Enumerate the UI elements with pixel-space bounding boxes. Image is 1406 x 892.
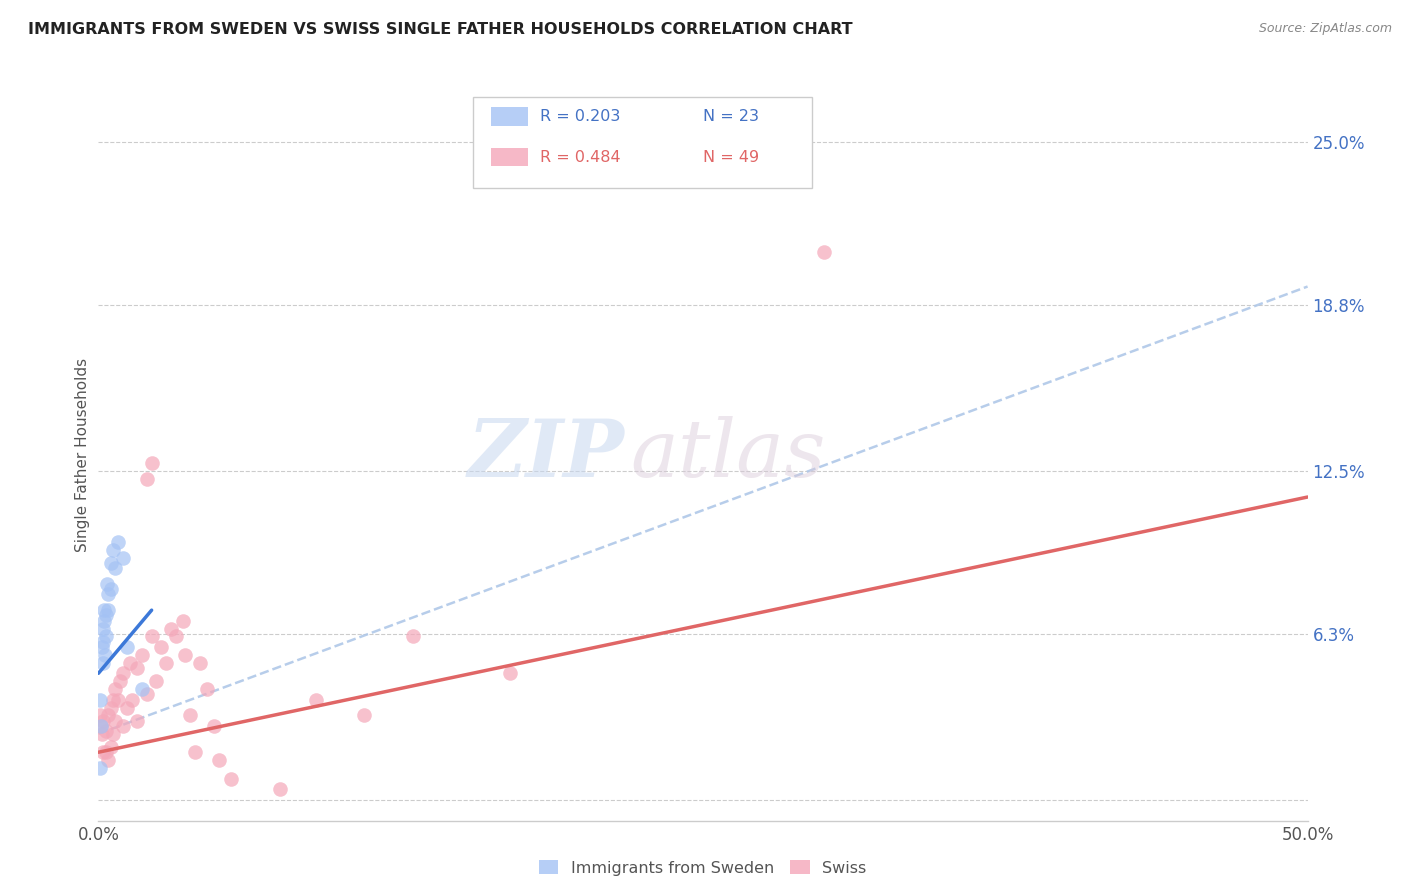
Point: [131, 648, 153, 662]
Point: [91, 640, 114, 654]
Point: [100, 700, 122, 714]
Point: [94, 648, 117, 662]
Point: [188, 656, 211, 670]
Point: [100, 739, 122, 754]
Point: [90, 719, 112, 733]
Point: [402, 630, 425, 644]
Point: [221, 772, 243, 786]
Point: [93, 614, 115, 628]
Point: [305, 692, 328, 706]
Point: [117, 700, 139, 714]
Text: IMMIGRANTS FROM SWEDEN VS SWISS SINGLE FATHER HOUSEHOLDS CORRELATION CHART: IMMIGRANTS FROM SWEDEN VS SWISS SINGLE F…: [28, 22, 853, 37]
Point: [91, 727, 114, 741]
Point: [111, 666, 134, 681]
Text: atlas: atlas: [630, 417, 825, 493]
Point: [174, 648, 197, 662]
Point: [155, 656, 177, 670]
Point: [100, 556, 122, 570]
Point: [127, 714, 149, 728]
Point: [91, 656, 114, 670]
Point: [353, 708, 375, 723]
FancyBboxPatch shape: [492, 108, 527, 126]
Point: [97, 603, 120, 617]
Point: [89, 761, 111, 775]
Point: [101, 692, 124, 706]
Point: [89, 692, 111, 706]
Point: [108, 674, 131, 689]
Point: [145, 674, 167, 689]
Point: [104, 714, 127, 728]
Point: [90, 719, 112, 733]
Point: [97, 587, 120, 601]
Point: [498, 666, 520, 681]
Point: [141, 456, 163, 470]
Point: [94, 724, 117, 739]
Point: [269, 782, 291, 797]
Point: [208, 753, 231, 767]
Text: Source: ZipAtlas.com: Source: ZipAtlas.com: [1258, 22, 1392, 36]
Text: R = 0.203: R = 0.203: [540, 109, 620, 124]
Point: [94, 745, 117, 759]
Point: [204, 719, 226, 733]
Point: [94, 630, 117, 644]
Point: [121, 692, 143, 706]
FancyBboxPatch shape: [492, 148, 527, 166]
Legend: Immigrants from Sweden, Swiss: Immigrants from Sweden, Swiss: [533, 854, 873, 882]
Point: [135, 472, 157, 486]
Point: [165, 630, 187, 644]
Point: [127, 661, 149, 675]
Point: [813, 245, 835, 260]
Point: [131, 682, 153, 697]
Point: [172, 614, 194, 628]
FancyBboxPatch shape: [474, 96, 811, 188]
Point: [104, 561, 127, 575]
Point: [184, 745, 207, 759]
Point: [91, 745, 114, 759]
Point: [91, 622, 114, 636]
Point: [135, 687, 157, 701]
Point: [195, 682, 218, 697]
Point: [100, 582, 122, 596]
Point: [89, 708, 111, 723]
Point: [141, 630, 163, 644]
Point: [93, 603, 115, 617]
Text: N = 23: N = 23: [703, 109, 759, 124]
Point: [96, 577, 118, 591]
Point: [91, 634, 114, 648]
Point: [107, 692, 129, 706]
Point: [97, 708, 120, 723]
Point: [107, 534, 129, 549]
Point: [150, 640, 173, 654]
Point: [104, 682, 127, 697]
Point: [91, 714, 114, 728]
Point: [97, 753, 120, 767]
Point: [101, 542, 124, 557]
Point: [111, 550, 134, 565]
Point: [118, 656, 141, 670]
Point: [160, 622, 183, 636]
Point: [179, 708, 201, 723]
Text: N = 49: N = 49: [703, 150, 759, 165]
Point: [101, 727, 124, 741]
Point: [117, 640, 139, 654]
Text: R = 0.484: R = 0.484: [540, 150, 620, 165]
Text: ZIP: ZIP: [468, 417, 624, 493]
Point: [94, 608, 117, 623]
Y-axis label: Single Father Households: Single Father Households: [75, 358, 90, 552]
Point: [111, 719, 134, 733]
